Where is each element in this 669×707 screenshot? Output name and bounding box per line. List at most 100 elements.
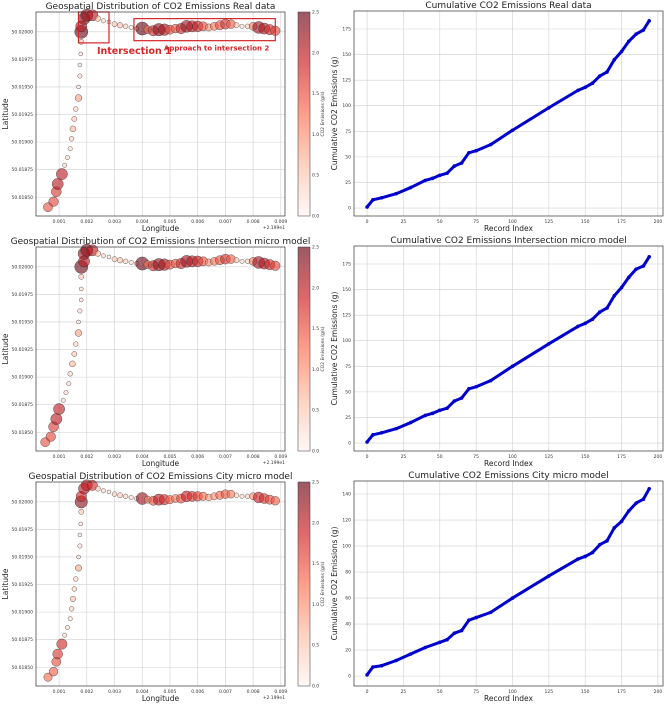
emission-point	[65, 625, 70, 630]
data-marker	[437, 173, 442, 178]
y-tick-label: 125	[342, 313, 351, 319]
data-marker	[474, 384, 478, 389]
y-tick-label: 50.02000	[12, 264, 34, 270]
x-tick-label: 125	[545, 219, 554, 225]
emission-point	[63, 390, 69, 395]
data-marker	[510, 596, 515, 600]
y-tick-label: 150	[342, 287, 351, 293]
emission-point	[69, 595, 76, 602]
data-marker	[423, 178, 428, 183]
emission-point	[128, 25, 134, 30]
x-axis-label: Longitude	[142, 459, 180, 468]
colorbar-tick-label: 0.0	[312, 684, 319, 690]
colorbar-tick-label: 1.0	[312, 132, 319, 138]
emission-point	[77, 73, 83, 79]
data-marker	[576, 557, 580, 561]
emission-point	[73, 576, 79, 582]
x-tick-label: 125	[545, 689, 554, 695]
y-tick-label: 50	[345, 389, 351, 395]
x-tick-label: 150	[581, 454, 590, 460]
colorbar-tick-label: 0.5	[312, 643, 319, 649]
x-axis-label: Longitude	[142, 224, 180, 233]
emission-point	[117, 22, 124, 29]
colorbar-tick-label: 0.0	[312, 449, 319, 455]
data-marker	[430, 176, 435, 181]
data-marker	[459, 161, 464, 165]
data-marker	[371, 665, 375, 669]
x-tick-label: 175	[617, 689, 626, 695]
emission-point	[79, 297, 84, 303]
annotation-box	[133, 18, 276, 42]
emission-point	[69, 125, 77, 133]
data-marker	[590, 317, 595, 322]
cumulative-line	[365, 487, 651, 677]
data-marker	[547, 341, 551, 346]
data-marker	[459, 628, 464, 633]
x-tick-label: 0.004	[136, 689, 149, 695]
data-marker	[612, 293, 617, 298]
x-tick-label: 0.001	[53, 454, 66, 460]
emission-point	[239, 23, 245, 29]
data-marker	[467, 150, 471, 155]
x-tick-label: 25	[401, 454, 407, 460]
x-offset-label: +2.199e1	[263, 225, 285, 231]
chart-title: Cumulative CO2 Emissions Intersection mi…	[390, 236, 626, 246]
y-tick-label: 80	[345, 570, 351, 576]
annotation-label: Approach to intersection 2	[164, 45, 270, 53]
emission-point	[66, 381, 72, 387]
data-marker	[371, 433, 375, 437]
emission-point	[43, 672, 53, 682]
data-marker	[371, 198, 375, 202]
y-axis-label: Cumulative CO2 Emissions (g)	[330, 57, 339, 171]
data-marker	[597, 74, 602, 78]
annotation-label: Intersection 1	[97, 46, 172, 57]
colorbar-tick-label: 2.5	[312, 10, 319, 16]
emission-point	[233, 22, 240, 29]
y-tick-label: 100	[342, 338, 351, 344]
emission-point	[77, 62, 83, 68]
x-tick-label: 0.002	[80, 689, 93, 695]
emission-point	[56, 168, 68, 180]
geo-scatter-panel: Geospatial Distribution of CO2 Emissions…	[1, 237, 326, 468]
data-marker	[394, 191, 398, 196]
y-tick-label: 50.01975	[12, 527, 34, 533]
x-tick-label: 75	[473, 454, 479, 460]
x-tick-label: 0.001	[53, 689, 66, 695]
y-tick-label: 150	[342, 52, 351, 58]
emission-point	[78, 51, 83, 57]
colorbar-tick-label: 0.5	[312, 408, 319, 414]
data-marker	[547, 105, 551, 110]
chart-title: Geospatial Distribution of CO2 Emissions…	[29, 472, 293, 482]
x-offset-label: +2.199e1	[263, 460, 285, 466]
x-tick-label: 100	[508, 689, 517, 695]
x-tick-label: 0.007	[219, 689, 232, 695]
data-marker	[641, 28, 646, 32]
data-marker	[627, 275, 631, 280]
colorbar-label: CO2 Emissions (g/s)	[320, 326, 326, 371]
emission-point	[111, 491, 118, 497]
plot-frame	[353, 245, 664, 452]
data-marker	[445, 406, 449, 411]
colorbar-tick-label: 2.0	[312, 520, 319, 526]
emission-point	[48, 667, 59, 677]
y-tick-label: 120	[342, 518, 351, 524]
plot-frame	[35, 246, 286, 452]
emission-point	[233, 492, 240, 498]
emission-point	[71, 116, 78, 122]
x-axis-label: Longitude	[142, 694, 180, 703]
y-tick-label: 0	[348, 206, 351, 212]
data-marker	[583, 321, 588, 326]
y-tick-label: 50.01925	[12, 347, 34, 353]
data-marker	[467, 618, 471, 622]
emission-point	[106, 254, 112, 260]
x-tick-label: 0.002	[80, 219, 93, 225]
geo-scatter-panel: Geospatial Distribution of CO2 Emissions…	[1, 472, 326, 703]
emission-point	[76, 554, 81, 560]
y-tick-label: 125	[342, 78, 351, 84]
data-marker	[408, 420, 413, 425]
data-marker	[597, 310, 602, 314]
y-tick-label: 50.01900	[12, 140, 34, 146]
data-marker	[605, 70, 609, 74]
data-marker	[408, 652, 413, 656]
y-axis-label: Cumulative CO2 Emissions (g)	[330, 292, 339, 406]
